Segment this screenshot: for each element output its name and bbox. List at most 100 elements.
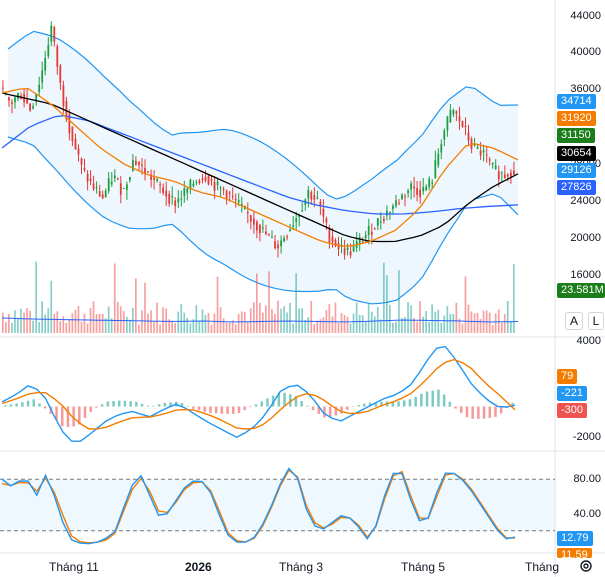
macd-histogram-bar xyxy=(363,403,366,407)
candle-body xyxy=(410,183,412,190)
candle-body xyxy=(129,177,131,181)
candle-body xyxy=(249,215,252,222)
candle-body xyxy=(386,210,388,216)
volume-bar xyxy=(506,301,509,333)
volume-bar xyxy=(141,310,143,333)
xaxis-label-2026: 2026 xyxy=(185,560,212,574)
macd-histogram-bar xyxy=(32,399,35,407)
volume-bar xyxy=(156,302,158,333)
macd-histogram-bar xyxy=(123,400,127,407)
macd-histogram-bar xyxy=(294,396,298,407)
candle-body xyxy=(98,191,101,197)
candle-body xyxy=(383,218,385,221)
settings-gear-icon[interactable] xyxy=(578,558,594,574)
volume-bar xyxy=(355,302,358,333)
candle-body xyxy=(458,116,461,122)
volume-bar xyxy=(373,316,376,333)
volume-bar xyxy=(68,319,71,333)
macd-histogram-bar xyxy=(391,401,395,407)
volume-bar xyxy=(228,322,231,333)
volume-bar xyxy=(17,317,19,333)
candle-body xyxy=(325,218,328,223)
candle-body xyxy=(419,189,421,198)
candle-body xyxy=(268,234,270,236)
candle-body xyxy=(398,202,400,204)
candle-body xyxy=(346,247,349,250)
candle-body xyxy=(256,221,258,231)
price-tick-44000: 44000 xyxy=(570,10,601,22)
macd-histogram-bar xyxy=(511,402,514,407)
auto-scale-button[interactable]: A xyxy=(565,312,583,330)
candle-body xyxy=(11,102,13,104)
volume-bar xyxy=(352,313,355,333)
candle-body xyxy=(237,200,240,203)
candle-body xyxy=(122,188,125,189)
candle-body xyxy=(198,180,201,184)
volume-bar xyxy=(307,317,310,333)
macd-tick-4000: 4000 xyxy=(576,335,601,347)
candle-body xyxy=(289,229,291,232)
macd-histogram-bar xyxy=(254,404,258,407)
candle-body xyxy=(452,110,455,115)
candle-body xyxy=(497,171,500,180)
macd-histogram-bar xyxy=(157,404,161,407)
badge-bb-upper: 34714 xyxy=(557,94,596,109)
badge-bb-lower: 29126 xyxy=(557,163,596,178)
candle-body xyxy=(349,251,352,256)
candle-body xyxy=(482,150,485,153)
volume-bar xyxy=(14,310,16,333)
candle-body xyxy=(86,173,89,182)
candle-body xyxy=(494,165,497,169)
badge-ma-black: 30654 xyxy=(557,146,596,161)
volume-bar xyxy=(416,321,418,333)
macd-histogram-bar xyxy=(442,394,446,407)
candle-body xyxy=(425,186,428,190)
candle-body xyxy=(95,187,98,189)
candle-body xyxy=(165,190,168,197)
candle-body xyxy=(337,243,340,249)
volume-bar xyxy=(494,313,497,333)
stoch-k-line xyxy=(1,467,516,545)
macd-histogram-bar xyxy=(43,406,47,409)
log-scale-button[interactable]: L xyxy=(588,312,604,330)
candle-body xyxy=(207,175,210,185)
volume-bar xyxy=(56,311,59,333)
volume-bar xyxy=(243,311,246,333)
macd-histogram-bar xyxy=(220,406,224,414)
candle-body xyxy=(286,236,288,238)
volume-bar xyxy=(389,304,391,333)
volume-bar xyxy=(204,314,207,333)
candle-body xyxy=(485,154,488,156)
candle-body xyxy=(401,194,403,200)
candle-body xyxy=(171,196,174,198)
volume-bar xyxy=(458,318,461,333)
badge-ma-orange: 31920 xyxy=(557,111,596,126)
volume-bar xyxy=(349,323,352,333)
macd-histogram-bar xyxy=(180,403,184,407)
macd-histogram-bar xyxy=(306,405,309,407)
volume-bar xyxy=(370,311,373,333)
candle-body xyxy=(298,215,301,217)
badge-last-price: 31150 xyxy=(557,128,595,143)
candle-body xyxy=(431,182,434,184)
xaxis-label-nov: Tháng 11 xyxy=(49,560,99,574)
candle-body xyxy=(467,132,470,141)
volume-bar xyxy=(11,323,13,333)
candle-body xyxy=(192,183,195,187)
candle-body xyxy=(71,126,74,142)
macd-histogram-bar xyxy=(112,401,115,407)
volume-bar xyxy=(32,320,34,333)
volume-bar xyxy=(304,320,307,333)
macd-histogram-bar xyxy=(460,406,463,413)
candle-body xyxy=(503,174,506,179)
volume-bar xyxy=(497,309,500,333)
candle-body xyxy=(116,178,119,180)
candle-body xyxy=(135,160,137,165)
badge-histogram: -300 xyxy=(557,403,588,418)
volume-bar xyxy=(410,305,412,333)
volume-bar xyxy=(168,319,170,333)
volume-ma-line xyxy=(1,317,519,323)
macd-histogram-bar xyxy=(140,403,144,407)
volume-bar xyxy=(110,318,113,333)
